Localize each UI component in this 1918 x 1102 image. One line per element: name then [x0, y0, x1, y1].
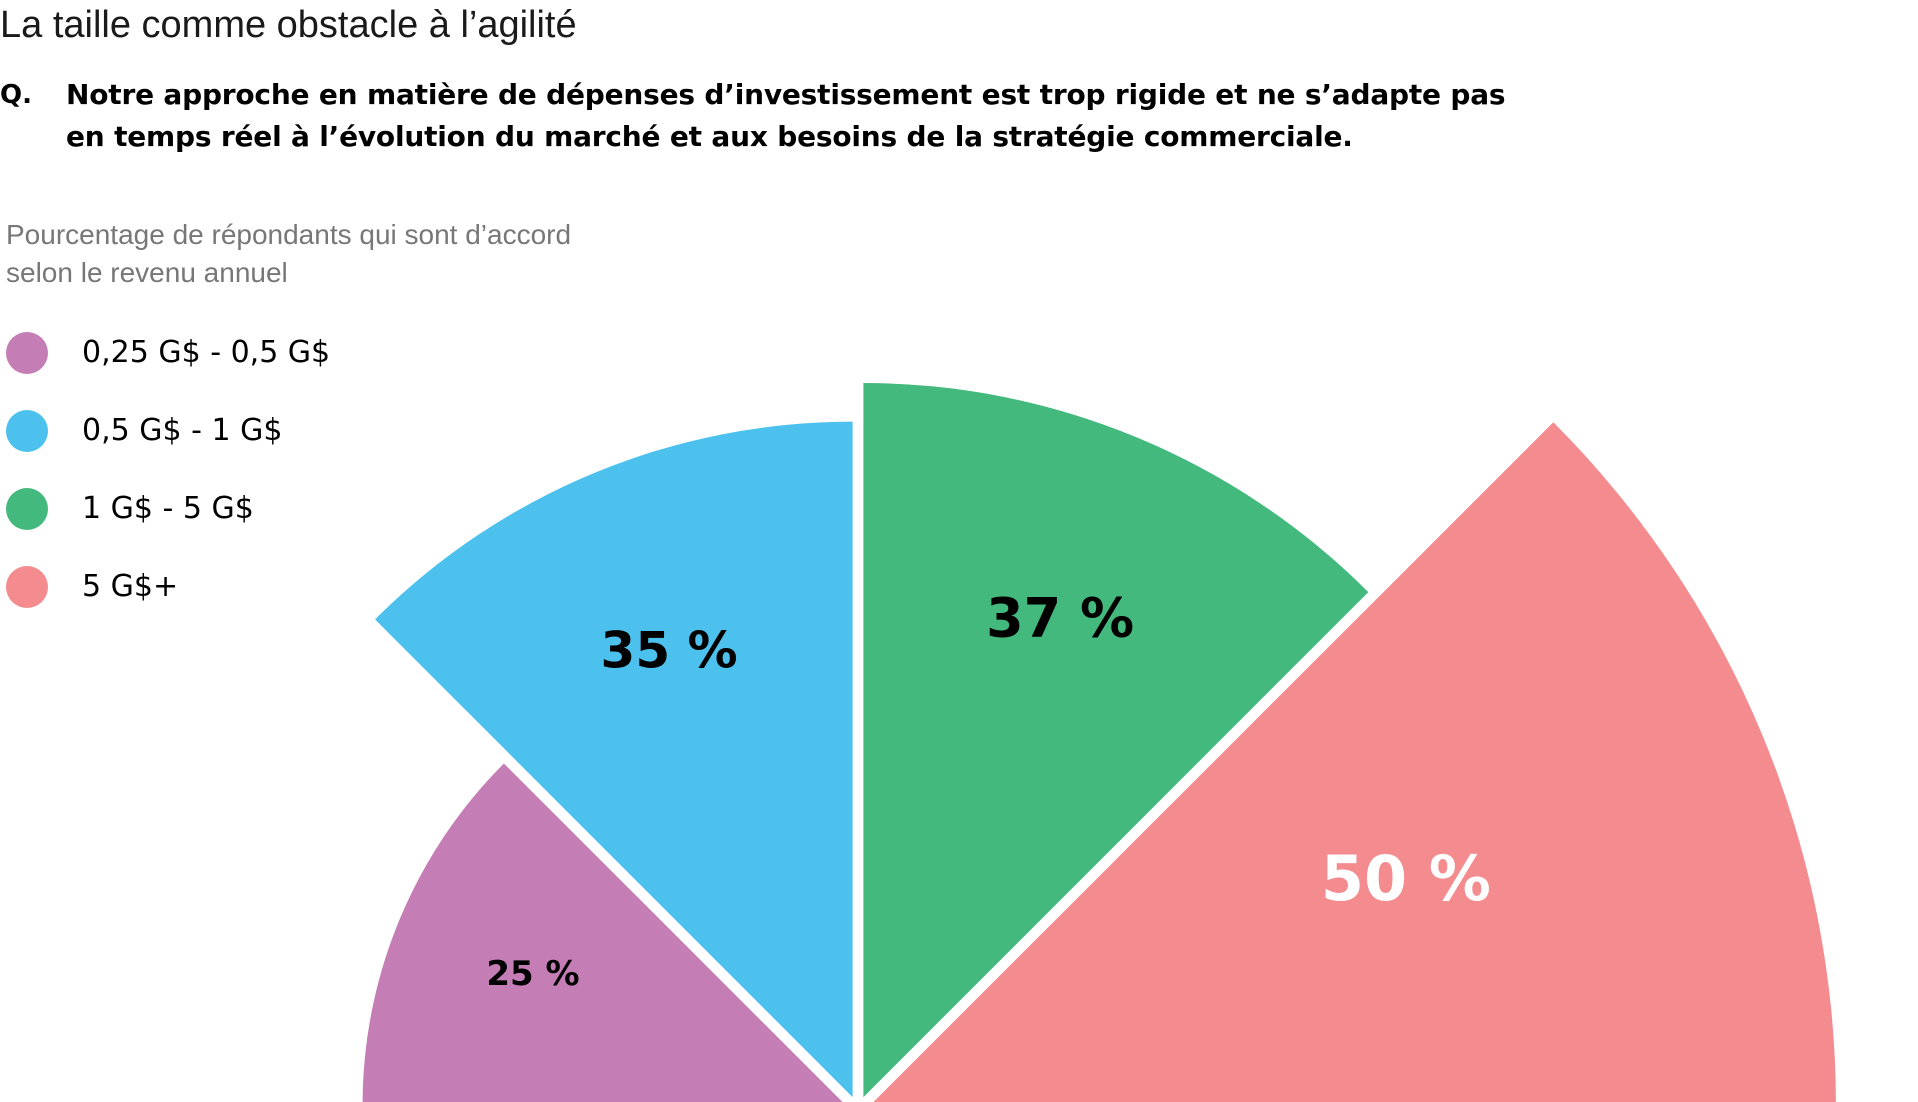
value-label-3: 50 % — [1321, 842, 1491, 915]
value-label-1: 35 % — [601, 622, 738, 680]
value-label-0: 25 % — [486, 954, 579, 994]
value-label-2: 37 % — [986, 587, 1134, 650]
chart-wedges — [363, 383, 1836, 1102]
